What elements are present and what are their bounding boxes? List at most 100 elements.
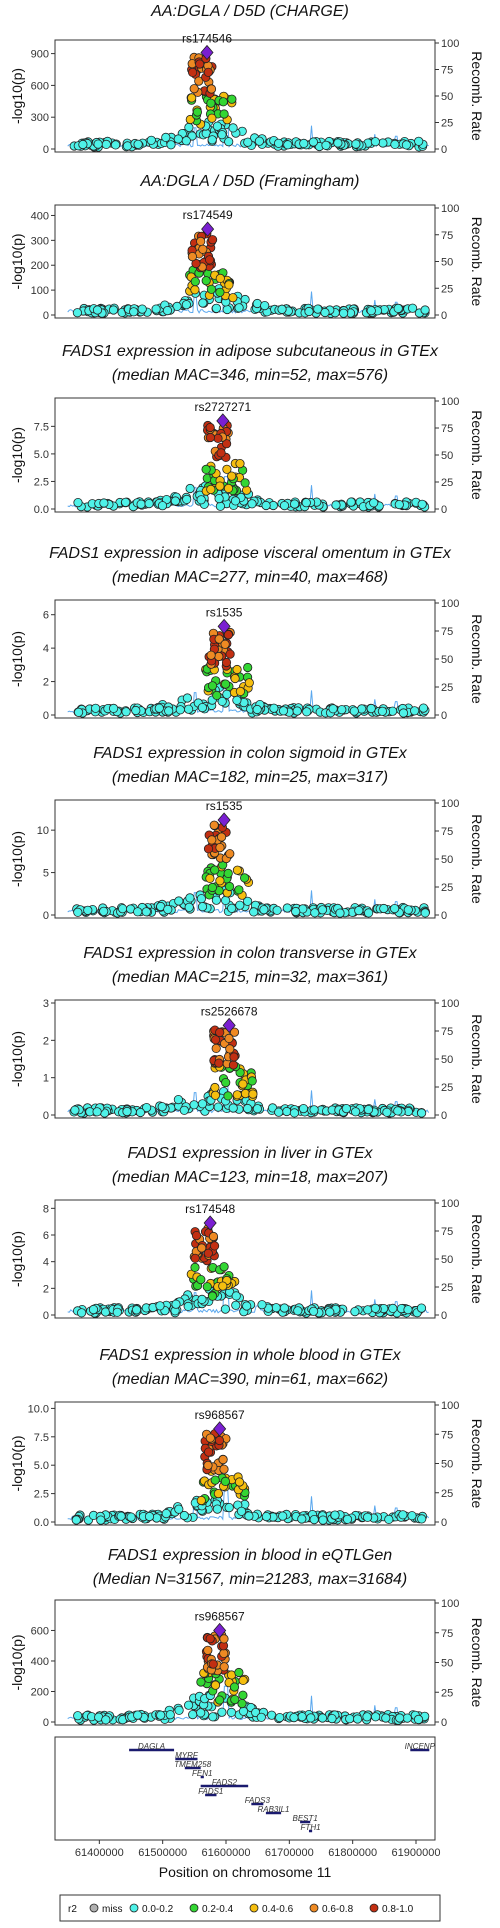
legend-swatch: [189, 1903, 199, 1913]
snp-point: [351, 139, 361, 149]
panel-9: FADS1 expression in blood in eQTLGen (Med…: [9, 1547, 485, 1729]
snp-point: [244, 678, 254, 688]
panel-title: (Median N=31567, min=21283, max=31684): [93, 1571, 407, 1588]
snp-point: [205, 1634, 215, 1644]
recomb-tick-label: 75: [441, 65, 453, 77]
snp-point: [225, 849, 235, 859]
snp-point: [328, 704, 338, 714]
y-tick-label: 7.5: [34, 1432, 49, 1444]
y-tick-label: 2.5: [34, 476, 49, 488]
snp-point: [137, 304, 147, 314]
legend-swatch: [369, 1903, 379, 1913]
snp-point: [227, 903, 237, 913]
y-tick-label: 8: [43, 1203, 49, 1215]
snp-point: [232, 1090, 242, 1100]
snp-point: [88, 1305, 99, 1315]
snp-point: [231, 1300, 241, 1310]
y-tick-label: 0: [43, 310, 49, 322]
y-tick-label: 6: [43, 1230, 49, 1242]
snp-point: [206, 98, 216, 108]
snp-point: [289, 1713, 299, 1723]
snp-point: [354, 905, 364, 916]
recomb-axis-label: Recomb. Rate: [469, 1419, 485, 1509]
snp-point: [309, 1105, 319, 1115]
snp-point: [157, 501, 168, 511]
snp-point: [210, 1680, 221, 1690]
recomb-axis-label: Recomb. Rate: [469, 614, 485, 704]
y-tick-label: 1: [43, 1073, 49, 1085]
snp-point: [196, 894, 206, 904]
panel-title: FADS1 expression in liver in GTEx: [127, 1145, 373, 1162]
snp-point: [197, 1294, 207, 1305]
x-tick-label: 61900000: [392, 1847, 441, 1859]
lead-snp-label: rs174549: [183, 208, 233, 222]
snp-point: [217, 696, 227, 707]
y-tick-label: 2: [43, 677, 49, 689]
snp-point: [205, 422, 215, 433]
snp-point: [350, 1107, 361, 1117]
snp-point: [338, 308, 349, 318]
panel-title: (median MAC=277, min=40, max=468): [112, 569, 388, 586]
snp-point: [211, 1035, 221, 1045]
snp-point: [219, 1662, 229, 1672]
snp-point: [175, 705, 185, 715]
snp-point: [217, 832, 227, 842]
snp-point: [402, 1713, 412, 1723]
snp-point: [212, 121, 222, 131]
snp-point: [389, 903, 400, 914]
snp-point: [254, 136, 264, 146]
snp-point: [220, 1476, 230, 1487]
snp-point: [151, 304, 161, 314]
legend-swatch: [89, 1903, 99, 1913]
panel-2: AA:DGLA / D5D (Framingham) 0 100 200 300 400 0…: [9, 173, 485, 322]
snp-point: [172, 301, 182, 311]
snp-point: [217, 130, 227, 140]
recomb-tick-label: 100: [441, 396, 459, 408]
gene-label: BEST1: [292, 1814, 317, 1823]
snp-point: [196, 1275, 206, 1285]
legend-swatch: [129, 1903, 139, 1913]
recomb-tick-label: 75: [441, 1026, 453, 1038]
recomb-tick-label: 0: [441, 1110, 447, 1122]
recomb-tick-label: 25: [441, 283, 453, 295]
snp-point: [230, 673, 240, 684]
snp-point: [247, 1076, 257, 1086]
snp-point: [196, 495, 206, 505]
snp-point: [420, 908, 430, 918]
snp-point: [215, 287, 225, 297]
snp-point: [211, 895, 221, 905]
recomb-tick-label: 100: [441, 998, 459, 1010]
recomb-tick-label: 75: [441, 826, 453, 838]
snp-point: [224, 137, 234, 147]
snp-point: [221, 1078, 231, 1088]
recomb-tick-label: 25: [441, 1687, 453, 1699]
snp-point: [345, 1714, 355, 1724]
recomb-tick-label: 50: [441, 450, 453, 462]
snp-point: [249, 907, 259, 917]
panel-8: FADS1 expression in whole blood in GTEx (…: [9, 1347, 485, 1529]
snp-point: [297, 1514, 307, 1524]
recomb-axis-label: Recomb. Rate: [469, 410, 485, 500]
snp-point: [214, 493, 224, 504]
snp-point: [234, 885, 244, 895]
y-tick-label: 200: [31, 260, 49, 272]
snp-point: [261, 500, 271, 511]
snp-point: [414, 136, 424, 146]
snp-point: [320, 307, 330, 318]
snp-point: [205, 873, 215, 884]
snp-point: [225, 649, 235, 659]
recomb-tick-label: 0: [441, 504, 447, 516]
snp-point: [214, 1435, 225, 1446]
recomb-tick-label: 75: [441, 1429, 453, 1441]
gene-label: FTH1: [301, 1823, 321, 1832]
snp-point: [407, 1511, 417, 1521]
panel-4: FADS1 expression in adipose visceral ome…: [9, 545, 485, 722]
y-tick-label: 0: [43, 1717, 49, 1729]
lead-snp-diamond: [200, 44, 214, 61]
y-tick-label: 5: [43, 868, 49, 880]
snp-point: [99, 906, 109, 916]
recomb-tick-label: 100: [441, 598, 459, 610]
snp-point: [418, 703, 429, 713]
recomb-tick-label: 100: [441, 1598, 459, 1610]
gene-label: FEN1: [192, 1769, 212, 1778]
